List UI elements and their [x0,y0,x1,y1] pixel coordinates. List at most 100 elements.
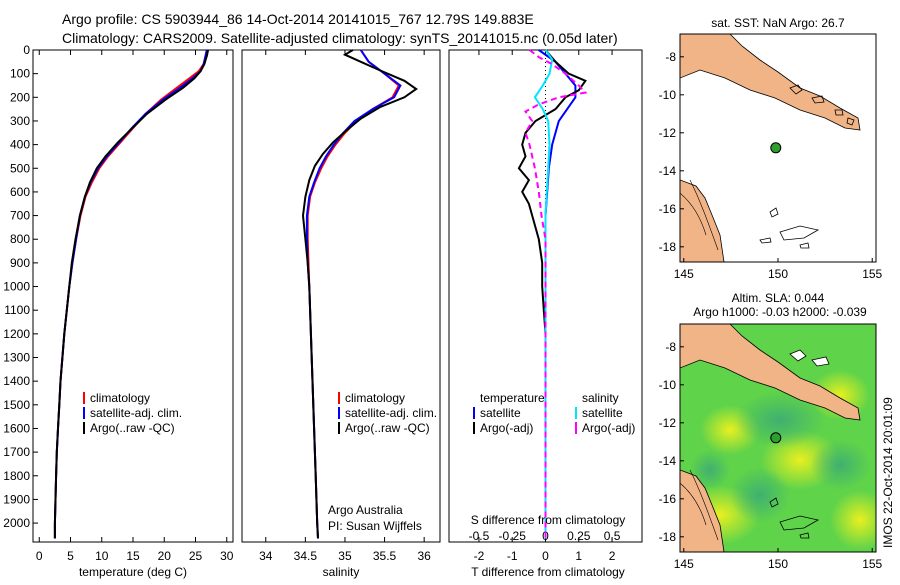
depth-tick-label: 1700 [3,445,30,459]
map-x-tick-label: 145 [674,557,694,571]
depth-tick-label: 600 [10,185,30,199]
legend-label: Argo(-adj) [480,421,533,435]
depth-tick-label: 400 [10,138,30,152]
x-tick-label: -2 [474,549,485,563]
temperature-panel-frame [32,49,234,543]
sla-map-title-line2: Argo h1000: -0.03 h2000: -0.039 [693,305,867,319]
depth-tick-label: 1400 [3,374,30,388]
depth-tick-label: 1600 [3,421,30,435]
x-tick-label: 36 [417,549,431,563]
series-salinity-satellite [533,49,554,539]
depth-axis: 0 100 200 300 400 500 600 700 800 900 1000 1100 1200… [3,43,38,530]
islands-outline [789,84,855,126]
argo-location-marker [770,142,782,154]
sst-map-body [680,34,876,262]
difference-legend-temperature: temperature satellite Argo(-adj) [473,391,545,435]
map-x-tick-label: 155 [862,267,882,281]
depth-tick-label: 1300 [3,351,30,365]
legend-label: satellite [480,406,521,420]
legend-label: Argo(..raw -QC) [90,421,175,435]
argo-location-marker [770,432,782,444]
map-y-tick-label: -8 [665,340,676,354]
map-x-tick-label: 145 [674,267,694,281]
difference-legend-salinity: salinity satellite Argo(-adj) [575,391,635,435]
louisiade-islands [759,207,820,249]
islands [789,349,830,367]
temperature-xlabel: temperature (deg C) [79,565,187,579]
map-x-tick-label: 150 [768,267,788,281]
land-new-guinea [680,34,861,131]
sla-map-body [680,324,876,552]
x-tick-label: 35 [338,549,352,563]
depth-tick-label: 2000 [3,516,30,530]
depth-tick-label: 1000 [3,280,30,294]
x-tick-label: 10 [95,549,109,563]
salinity-panel-frame [241,49,441,543]
x-tick-label: 15 [126,549,140,563]
land-australia [680,179,725,262]
sst-map-axes: 145 150 155 -8 -10 -12 -14 -16 -18 [659,50,883,281]
series-salinity-argo-adj- [524,49,588,539]
x-tick-label: 30 [220,549,234,563]
map-x-tick-label: 155 [862,557,882,571]
map-y-tick-label: -8 [665,50,676,64]
salinity-legend: climatology satellite-adj. clim. Argo(..… [338,391,437,435]
reef-outline [680,469,719,541]
depth-tick-label: 200 [10,90,30,104]
depth-tick-label: 0 [23,43,30,57]
map-y-tick-label: -10 [659,378,677,392]
x-tick-label: 34 [259,549,273,563]
depth-tick-label: 100 [10,67,30,81]
louisiade-islands [769,497,820,539]
s-tick-label: -0.25 [499,529,527,543]
x-tick-label: 25 [189,549,203,563]
series-argo-raw-qc- [301,49,418,539]
x-tick-label: 0 [542,549,549,563]
map-y-tick-label: -16 [659,492,677,506]
x-tick-label: 2 [609,549,616,563]
series-climatology [53,49,209,539]
map-y-tick-label: -18 [659,240,677,254]
sla-map-axes: 145 150 155 -8 -10 -12 -14 -16 -18 [659,340,883,571]
difference-xlabel-S: S difference from climatology [471,513,626,527]
difference-xlabel-T: T difference from climatology [471,565,625,579]
legend-label: climatology [90,391,150,405]
legend-label: Argo(-adj) [582,421,635,435]
map-y-tick-label: -12 [659,416,677,430]
map-y-tick-label: -14 [659,164,677,178]
depth-tick-label: 900 [10,256,30,270]
map-y-tick-label: -14 [659,454,677,468]
legend-heading: salinity [582,391,619,405]
depth-tick-label: 1100 [4,303,30,317]
depth-tick-label: 1800 [3,469,30,483]
x-tick-label: 20 [158,549,172,563]
s-tick-label: -0.5 [469,529,490,543]
map-y-tick-label: -18 [659,530,677,544]
x-tick-label: 34.5 [294,549,318,563]
series-satellite-adj-clim- [53,49,208,539]
sla-map-title-line1: Altim. SLA: 0.044 [732,291,825,305]
x-tick-label: 1 [575,549,582,563]
depth-tick-label: 1200 [3,327,30,341]
difference-plot: -2 -1 0 1 2-0.5 -0.25 0 0.25 0.5 [469,49,621,563]
legend-label: satellite-adj. clim. [90,406,182,420]
x-tick-label: 0 [36,549,43,563]
depth-tick-label: 500 [10,161,30,175]
series-argo-raw-qc- [53,49,209,539]
x-tick-label: 5 [67,549,74,563]
salinity-xlabel: salinity [323,565,360,579]
depth-tick-label: 800 [10,232,30,246]
land-new-guinea [680,324,861,421]
series-temperature-satellite [538,49,577,539]
legend-label: climatology [345,391,405,405]
depth-tick-label: 700 [10,209,30,223]
land-australia [680,469,725,552]
map-y-tick-label: -10 [659,88,677,102]
temperature-plot: 0 5 10 15 20 25 30 [36,49,234,563]
imos-credit: IMOS 22-Oct-2014 20:01:09 [881,397,895,548]
map-y-tick-label: -12 [659,126,677,140]
figure-title-line1: Argo profile: CS 5903944_86 14-Oct-2014 … [62,11,534,27]
legend-label: satellite-adj. clim. [345,406,437,420]
